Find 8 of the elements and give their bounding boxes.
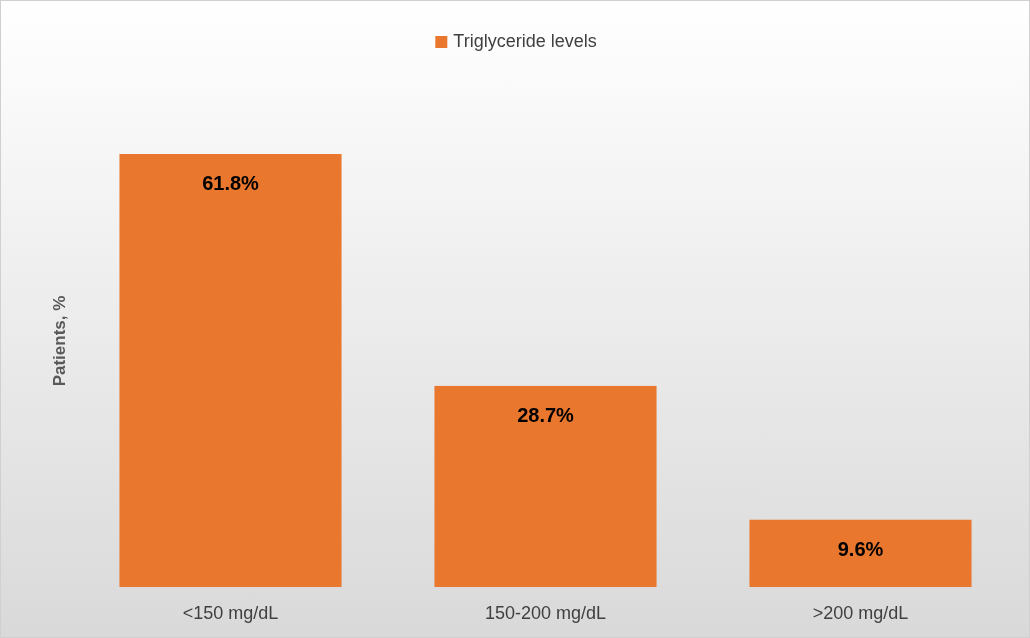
- legend-label: Triglyceride levels: [453, 31, 597, 51]
- data-label: 9.6%: [837, 537, 884, 560]
- x-tick-label: <150 mg/dL: [182, 603, 279, 623]
- y-axis-title: Patients, %: [50, 295, 69, 387]
- data-label: 61.8%: [202, 172, 260, 194]
- x-tick-label: 150-200 mg/dL: [484, 603, 607, 623]
- x-tick-label: >200 mg/dL: [812, 603, 909, 623]
- data-label: 28.7%: [517, 403, 575, 426]
